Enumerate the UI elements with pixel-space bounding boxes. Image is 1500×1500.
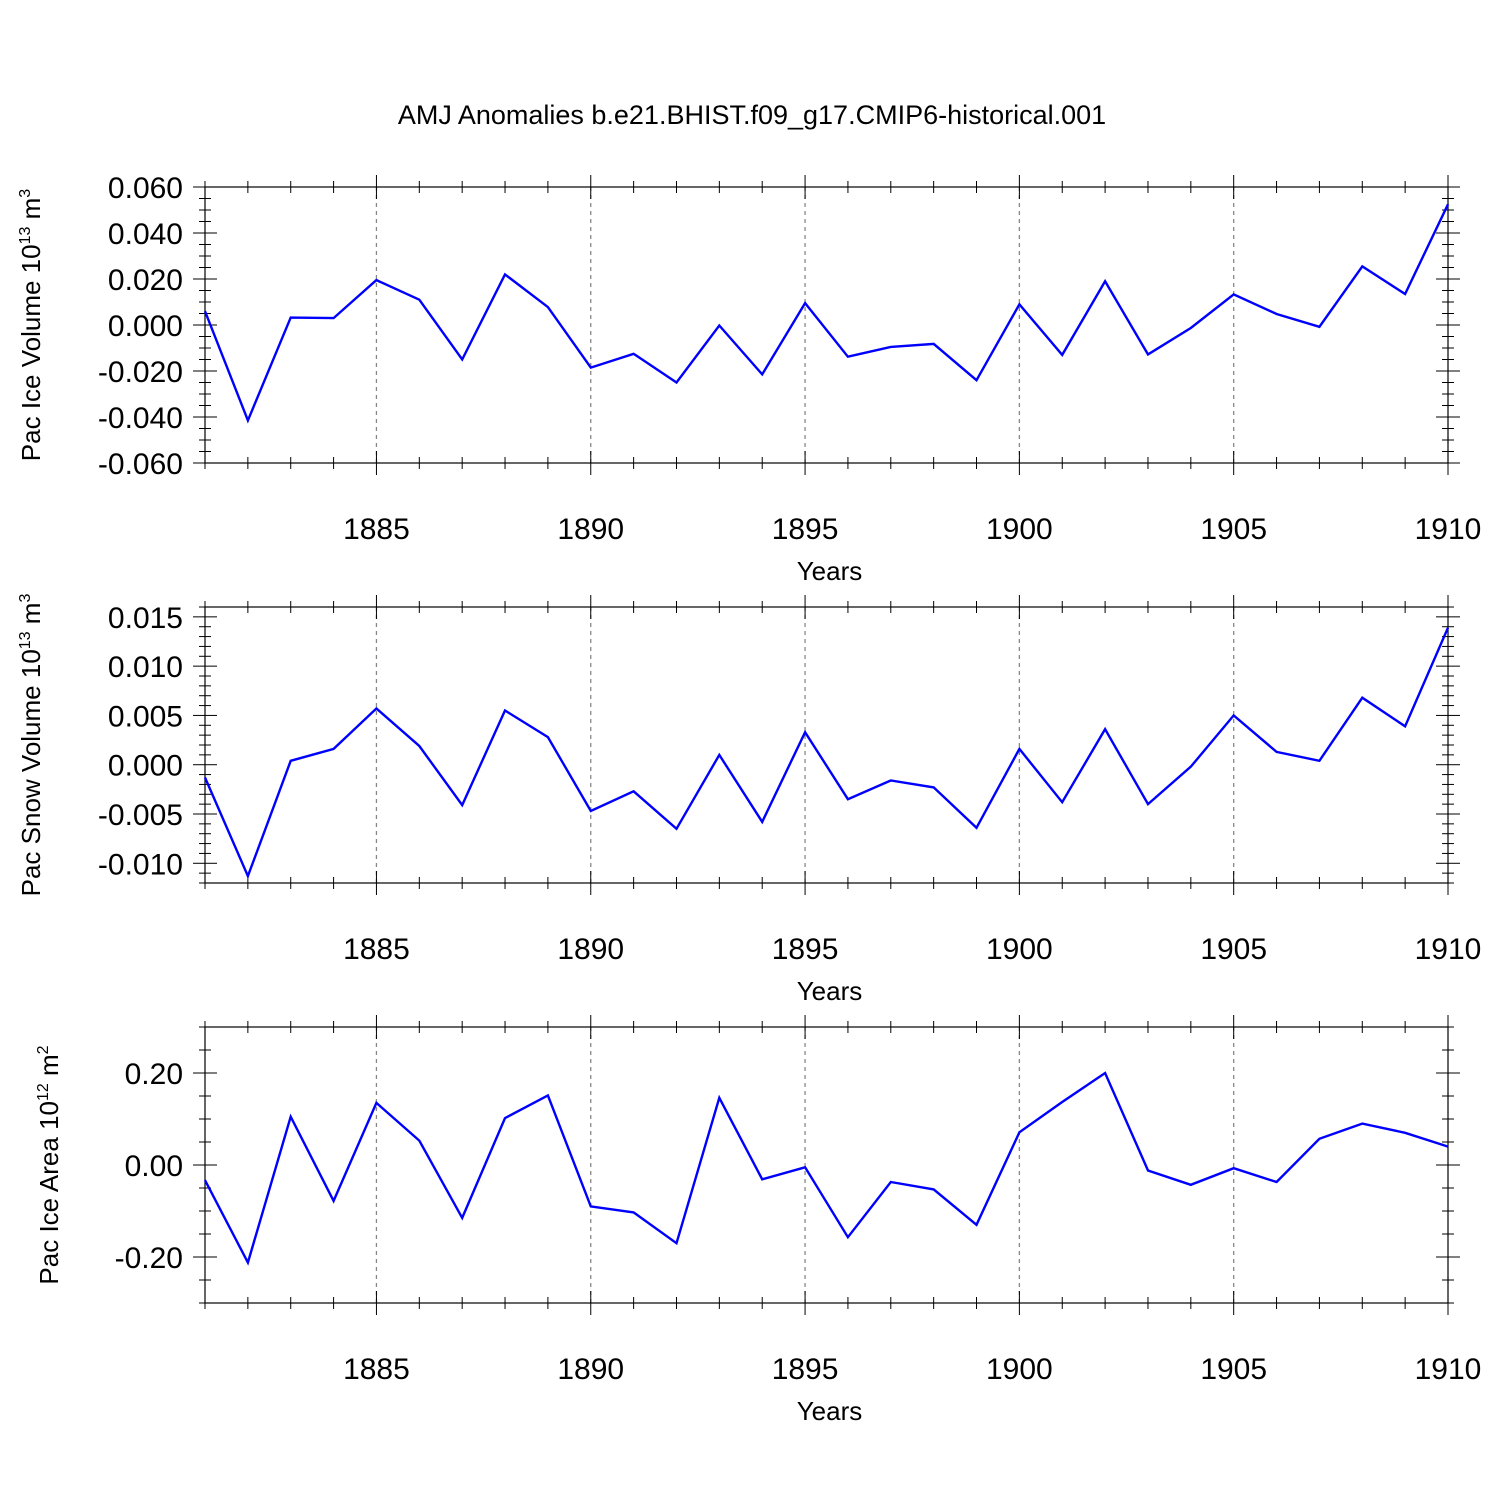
y-axis-label: Pac Ice Area 1012 m2 xyxy=(34,1045,64,1284)
y-axis-label-unit: m xyxy=(34,1054,64,1083)
y-axis-label-exponent: 12 xyxy=(35,1083,52,1101)
y-tick-label: 0.000 xyxy=(108,310,183,343)
y-axis-label-unit-exponent: 3 xyxy=(17,189,34,198)
y-axis-label: Pac Snow Volume 1013 m3 xyxy=(16,594,46,897)
y-tick-label: 0.00 xyxy=(125,1150,183,1183)
y-tick-label: -0.040 xyxy=(98,402,183,435)
plot-frame xyxy=(204,186,1449,464)
y-tick-label: -0.060 xyxy=(98,448,183,481)
x-tick-label: 1890 xyxy=(557,1353,624,1386)
x-axis-label: Years xyxy=(797,1396,863,1426)
y-tick-label: 0.000 xyxy=(108,750,183,783)
y-tick-label: 0.015 xyxy=(108,602,183,635)
x-tick-label: 1890 xyxy=(557,933,624,966)
y-tick-label: 0.005 xyxy=(108,700,183,733)
x-tick-label: 1885 xyxy=(343,1353,410,1386)
x-tick-label: 1905 xyxy=(1200,933,1267,966)
x-tick-label: 1905 xyxy=(1200,513,1267,546)
y-tick-label: -0.020 xyxy=(98,356,183,389)
x-tick-label: 1910 xyxy=(1415,933,1482,966)
y-axis-label-unit-exponent: 3 xyxy=(17,594,34,603)
x-tick-label: 1895 xyxy=(772,513,839,546)
x-tick-label: 1885 xyxy=(343,513,410,546)
x-tick-label: 1900 xyxy=(986,513,1053,546)
y-tick-label: -0.005 xyxy=(98,799,183,832)
y-tick-label: -0.20 xyxy=(115,1242,183,1275)
chart-panel-2: -0.010 -0.005 0.000 0.005 0.010 0.015 1885 1890… xyxy=(16,594,1481,1006)
data-series-line xyxy=(203,203,1450,424)
x-tick-label: 1900 xyxy=(986,933,1053,966)
x-axis-label: Years xyxy=(797,976,863,1006)
data-series-line xyxy=(203,627,1450,880)
data-series-line xyxy=(203,1071,1449,1266)
y-axis-label-unit-exponent: 2 xyxy=(35,1045,52,1054)
x-tick-label: 1890 xyxy=(557,513,624,546)
x-tick-label: 1905 xyxy=(1200,1353,1267,1386)
y-axis-label-unit: m xyxy=(16,198,46,227)
x-tick-label: 1910 xyxy=(1415,1353,1482,1386)
y-tick-label: 0.060 xyxy=(108,172,183,205)
chart-panel-3: -0.20 0.00 0.20 1885 1890 1895 1900 1905 1910 Yea… xyxy=(34,1015,1481,1426)
y-tick-label: 0.020 xyxy=(108,264,183,297)
y-tick-label: 0.20 xyxy=(125,1058,183,1091)
y-tick-label: -0.010 xyxy=(98,848,183,881)
x-tick-label: 1885 xyxy=(343,933,410,966)
y-axis-label: Pac Ice Volume 1013 m3 xyxy=(16,189,46,462)
plot-frame xyxy=(204,606,1449,884)
x-tick-label: 1895 xyxy=(772,1353,839,1386)
x-tick-label: 1910 xyxy=(1415,513,1482,546)
y-axis-label-text: Pac Ice Volume 10 xyxy=(16,244,46,461)
y-tick-label: 0.040 xyxy=(108,218,183,251)
x-tick-label: 1895 xyxy=(772,933,839,966)
y-tick-label: 0.010 xyxy=(108,651,183,684)
plot-frame xyxy=(204,1026,1449,1304)
figure-title: AMJ Anomalies b.e21.BHIST.f09_g17.CMIP6-… xyxy=(398,100,1106,130)
chart-panel-1: -0.060 -0.040 -0.020 0.000 0.020 0.040 0.060 18… xyxy=(16,172,1481,586)
x-axis-label: Years xyxy=(797,556,863,586)
y-axis-label-unit: m xyxy=(16,603,46,632)
y-axis-label-exponent: 13 xyxy=(17,631,34,649)
y-axis-label-text: Pac Ice Area 10 xyxy=(34,1101,64,1285)
y-axis-label-text: Pac Snow Volume 10 xyxy=(16,649,46,896)
x-tick-label: 1900 xyxy=(986,1353,1053,1386)
y-axis-label-exponent: 13 xyxy=(17,226,34,244)
